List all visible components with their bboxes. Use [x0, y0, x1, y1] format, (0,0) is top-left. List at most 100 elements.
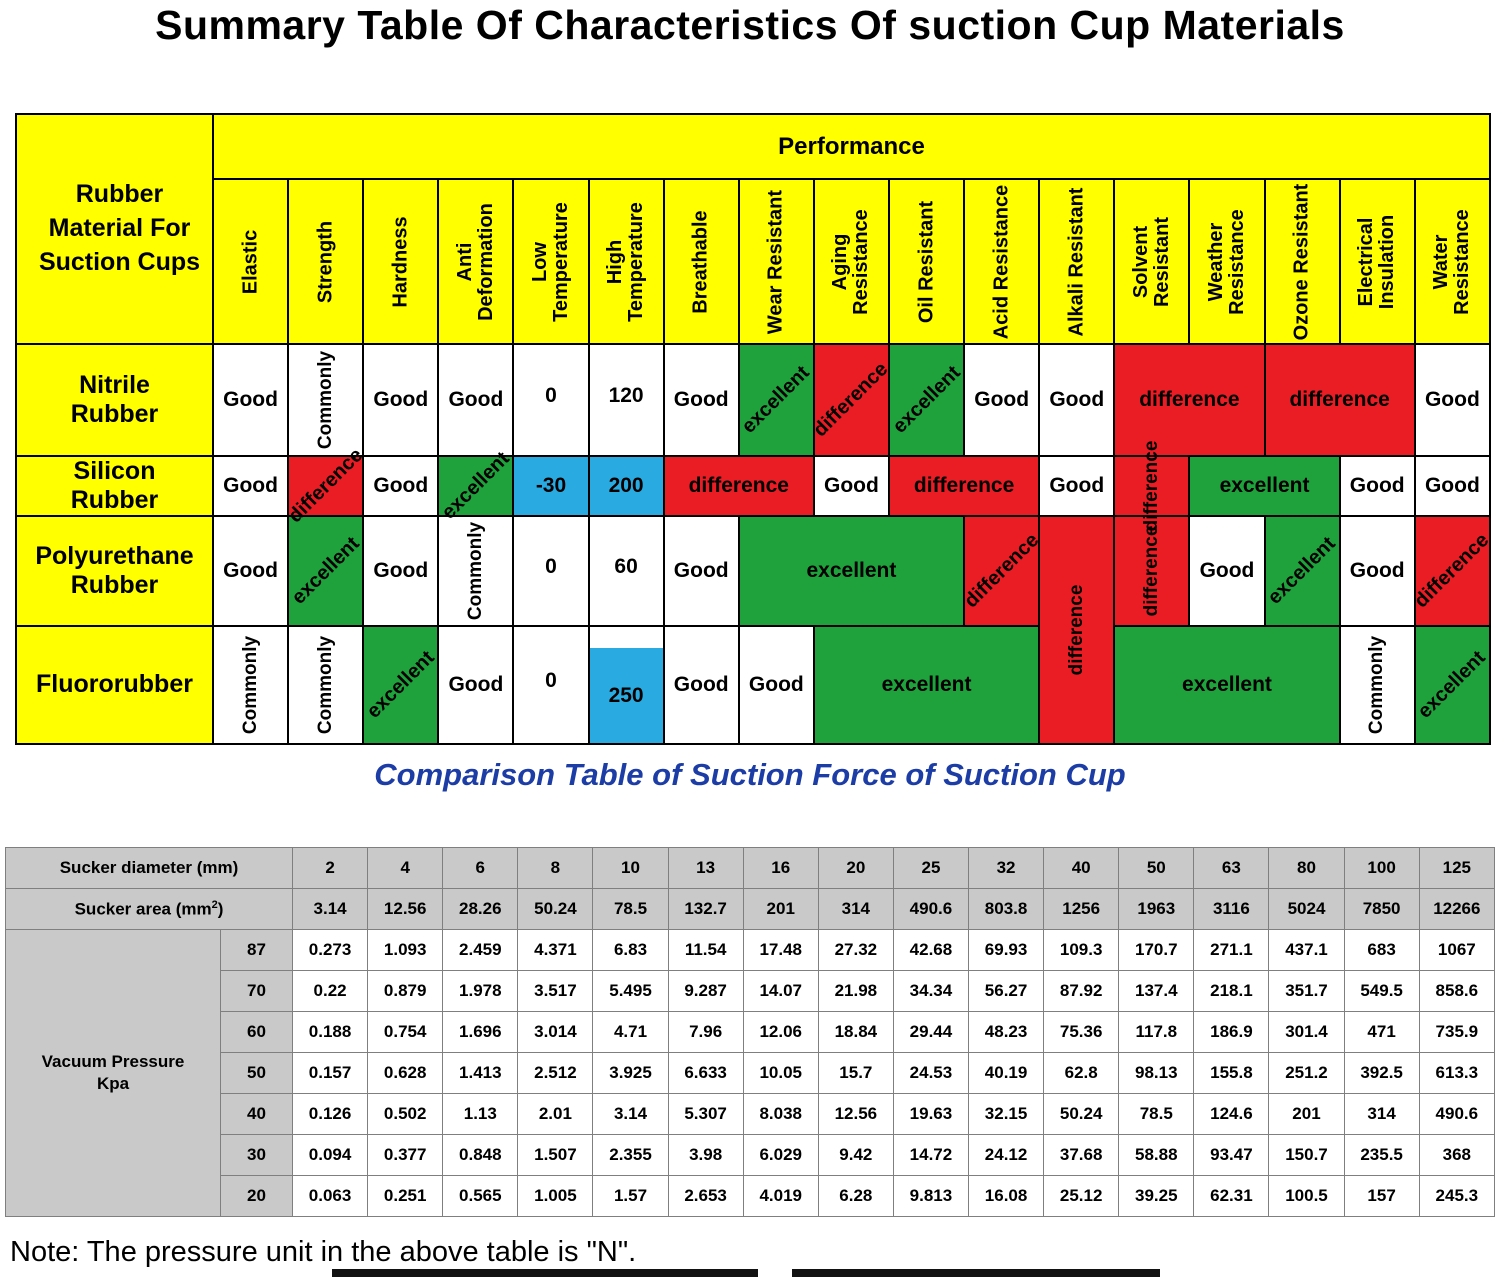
diameter-value: 4 — [367, 847, 444, 889]
force-value: 5.495 — [592, 970, 669, 1012]
rating-cell: difference — [960, 514, 1043, 627]
force-value: 75.36 — [1043, 1011, 1120, 1053]
area-value: 803.8 — [967, 888, 1045, 930]
rating-cell: 0 — [512, 343, 590, 457]
force-value: 0.565 — [442, 1175, 519, 1217]
rating-cell: 0 — [512, 514, 590, 627]
rotated-rating-text: excellent — [737, 361, 815, 438]
force-value: 351.7 — [1268, 970, 1345, 1012]
area-label-sup: 2 — [211, 898, 218, 911]
force-value: 613.3 — [1418, 1052, 1496, 1094]
force-value: 1.413 — [442, 1052, 519, 1094]
corner-label: Rubber Material For Suction Cups — [15, 113, 214, 345]
force-value: 858.6 — [1418, 970, 1496, 1012]
rating-cell: Commonly — [211, 624, 290, 745]
diameter-value: 2 — [292, 847, 369, 889]
force-value: 0.126 — [292, 1093, 369, 1135]
rotated-rating-text: excellent — [437, 447, 514, 524]
force-value: 32.15 — [967, 1093, 1045, 1135]
rating-cell: -30 — [512, 455, 590, 517]
diameter-value: 125 — [1418, 847, 1496, 889]
rating-cell: excellent — [1188, 455, 1341, 517]
area-value: 201 — [742, 888, 819, 930]
rating-cell: difference — [1410, 514, 1494, 627]
area-value: 12266 — [1418, 888, 1496, 930]
force-row: 20 0.063 0.251 0.565 1.005 1.57 2.653 4.019 6.28… — [6, 1175, 1496, 1217]
force-value: 735.9 — [1418, 1011, 1496, 1053]
force-value: 11.54 — [667, 929, 744, 971]
rating-cell: 200 — [587, 455, 665, 517]
rating-cell: 60 — [587, 514, 665, 627]
force-value: 683 — [1343, 929, 1420, 971]
rating-cell: excellent — [737, 514, 966, 627]
force-value: 27.32 — [817, 929, 894, 971]
rating-cell: Good — [362, 455, 440, 517]
force-value: 1.005 — [517, 1175, 594, 1217]
column-header-text: Strength — [314, 220, 337, 303]
force-value: 0.754 — [367, 1011, 444, 1053]
rating-cell: Good — [437, 624, 515, 745]
rating-cell: Good — [1413, 343, 1492, 457]
rating-cell: excellent — [887, 343, 966, 457]
pressure-value: 30 — [219, 1134, 294, 1176]
rotated-rating-text: difference — [1140, 525, 1162, 616]
force-value: 6.28 — [817, 1175, 894, 1217]
material-name: Silicon Rubber — [15, 455, 214, 517]
force-value: 4.371 — [517, 929, 594, 971]
force-value: 21.98 — [817, 970, 894, 1012]
pressure-value: 60 — [219, 1011, 294, 1053]
rating-cell: Commonly — [287, 624, 365, 745]
force-value: 34.34 — [892, 970, 970, 1012]
area-value: 490.6 — [892, 888, 970, 930]
diameter-value: 20 — [817, 847, 894, 889]
force-value: 301.4 — [1268, 1011, 1345, 1053]
force-value: 12.56 — [817, 1093, 894, 1135]
force-value: 1067 — [1418, 929, 1496, 971]
force-value: 17.48 — [742, 929, 819, 971]
force-value: 29.44 — [892, 1011, 970, 1053]
performance-header: Performance — [212, 113, 1491, 180]
vacuum-pressure-label: Vacuum Pressure Kpa — [5, 929, 221, 1217]
rating-cell: Good — [211, 455, 290, 517]
force-value: 6.83 — [592, 929, 669, 971]
column-header: Strength — [287, 178, 365, 345]
pressure-unit-note: Note: The pressure unit in the above tab… — [10, 1236, 637, 1268]
area-value: 1256 — [1043, 888, 1120, 930]
area-value: 314 — [817, 888, 894, 930]
diameter-value: 100 — [1343, 847, 1420, 889]
force-value: 155.8 — [1193, 1052, 1270, 1094]
force-value: 186.9 — [1193, 1011, 1270, 1053]
force-value: 0.879 — [367, 970, 444, 1012]
area-value: 3.14 — [292, 888, 369, 930]
rating-cell: difference — [1038, 514, 1116, 745]
force-value: 490.6 — [1418, 1093, 1496, 1135]
force-value: 0.157 — [292, 1052, 369, 1094]
column-header: High Temperature — [587, 178, 665, 345]
force-value: 1.57 — [592, 1175, 669, 1217]
force-value: 3.98 — [667, 1134, 744, 1176]
column-header-text: Oil Resistant — [915, 200, 938, 323]
force-value: 0.377 — [367, 1134, 444, 1176]
force-value: 2.01 — [517, 1093, 594, 1135]
material-name: Polyurethane Rubber — [15, 514, 214, 627]
force-value: 6.633 — [667, 1052, 744, 1094]
force-value: 37.68 — [1043, 1134, 1120, 1176]
rotated-rating-text: excellent — [362, 646, 439, 723]
force-value: 1.507 — [517, 1134, 594, 1176]
force-value: 3.517 — [517, 970, 594, 1012]
force-value: 56.27 — [967, 970, 1045, 1012]
area-value: 3116 — [1193, 888, 1270, 930]
force-value: 10.05 — [742, 1052, 819, 1094]
rating-cell: difference — [662, 455, 815, 517]
area-value: 78.5 — [592, 888, 669, 930]
column-header: Water Resistance — [1413, 178, 1492, 345]
force-value: 471 — [1343, 1011, 1420, 1053]
force-value: 0.848 — [442, 1134, 519, 1176]
force-value: 251.2 — [1268, 1052, 1345, 1094]
rating-cell: excellent — [287, 514, 365, 627]
column-header: Elastic — [211, 178, 290, 345]
rating-cell: Good — [963, 343, 1041, 457]
pressure-value: 40 — [219, 1093, 294, 1135]
force-value: 0.502 — [367, 1093, 444, 1135]
